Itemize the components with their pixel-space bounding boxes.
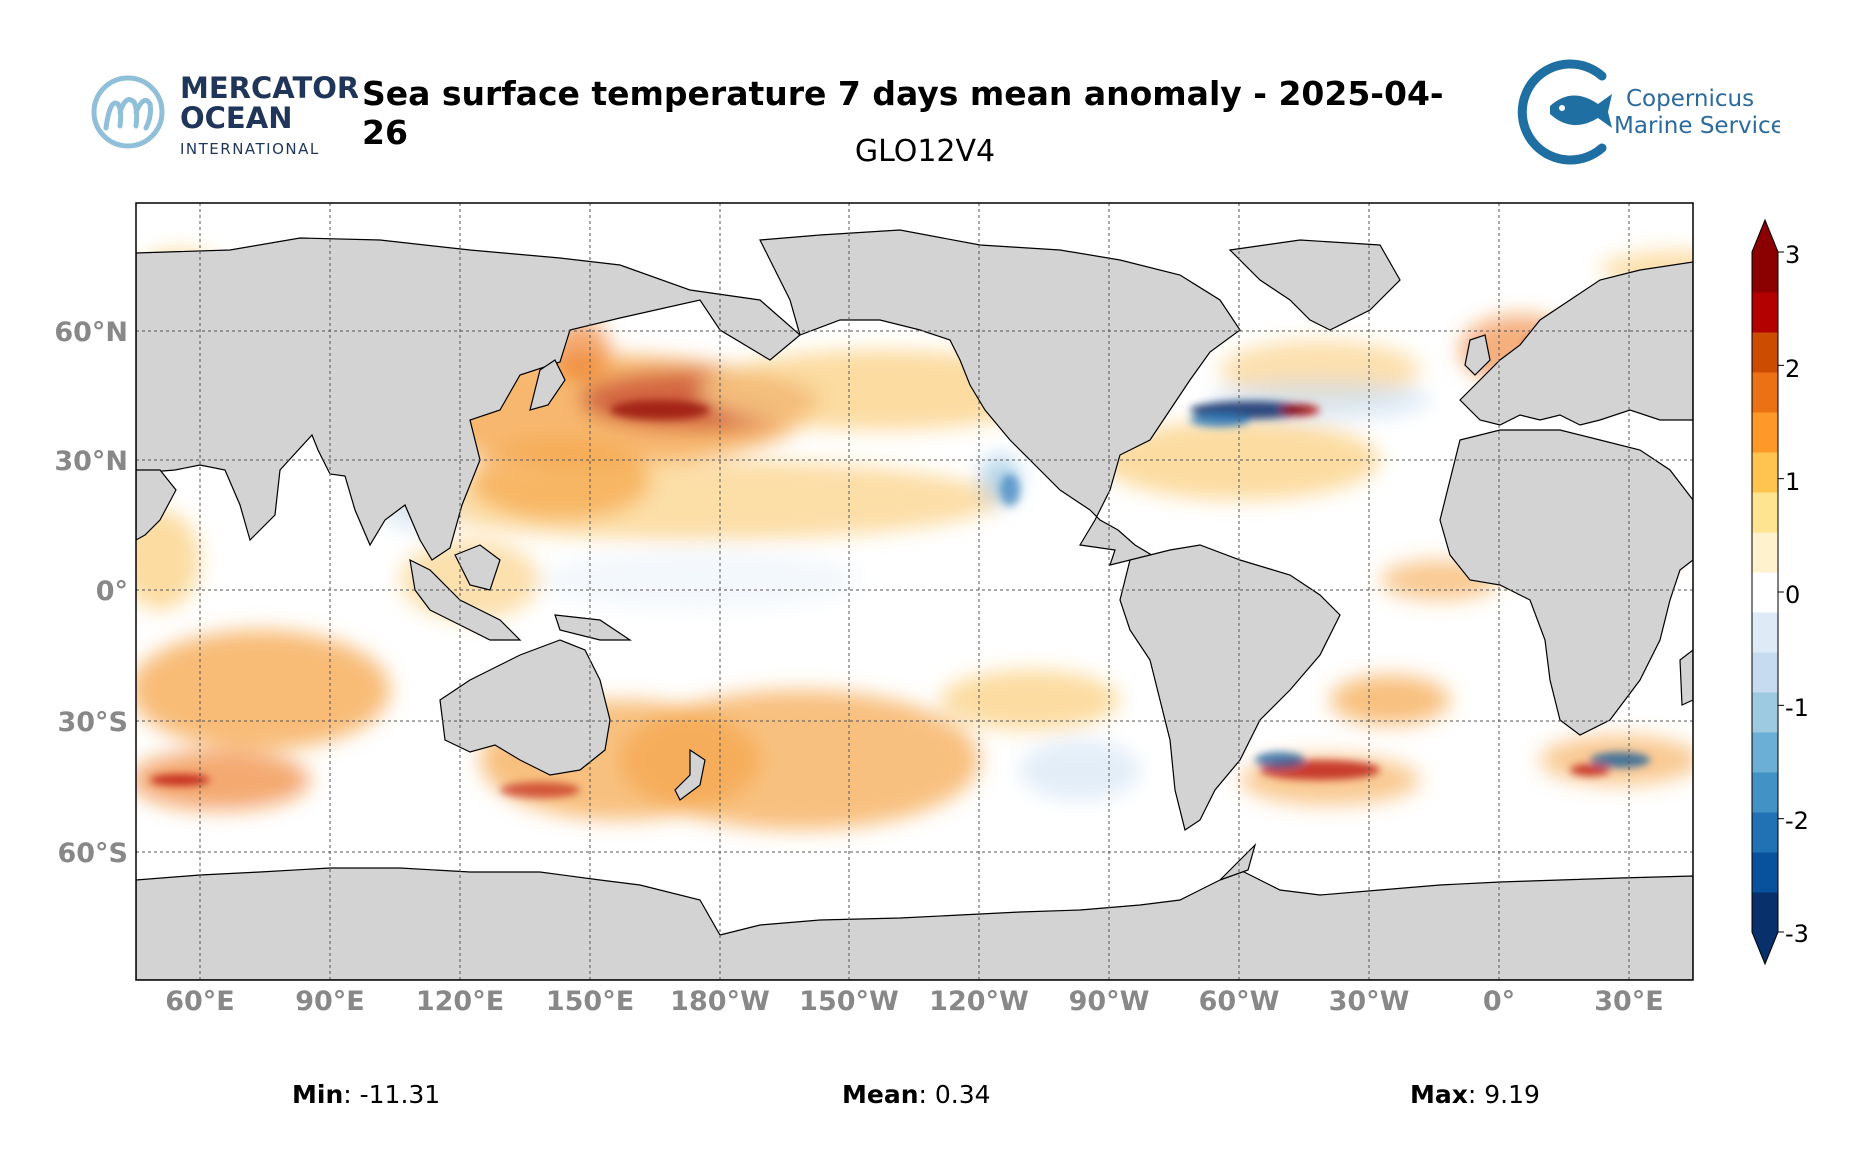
page-subtitle: GLO12V4: [854, 134, 996, 169]
lon-label: 180°W: [670, 986, 770, 1017]
land-south-america: [1119, 544, 1341, 831]
colorbar-tick-label: -2: [1785, 807, 1809, 835]
land-greenland: [1228, 239, 1401, 331]
land-borneo: [454, 544, 501, 591]
anomaly-strong-features: [150, 337, 1650, 798]
colorbar-tick-label: -1: [1785, 694, 1809, 722]
mercator-m-glyph: [103, 97, 153, 131]
copernicus-logo: Copernicus Marine Service: [1510, 56, 1785, 166]
colorbar-segment: [1752, 652, 1778, 693]
lon-label: 120°E: [416, 986, 504, 1017]
colorbar-tick-label: 0: [1785, 581, 1800, 609]
lon-label: 150°W: [799, 986, 899, 1017]
colorbar-segment: [1752, 412, 1778, 453]
land-asia: [136, 237, 801, 561]
colorbar-tick-label: 2: [1785, 355, 1800, 383]
logo-line-2: OCEAN: [180, 101, 292, 135]
max-value: : 9.19: [1467, 1080, 1540, 1109]
colorbar-segment: [1752, 372, 1778, 413]
colorbar-segment: [1752, 612, 1778, 653]
colorbar-segment: [1752, 492, 1778, 533]
land-europe: [1459, 261, 1693, 426]
colorbar-segment: [1752, 252, 1778, 293]
colorbar-segment: [1752, 892, 1778, 933]
colorbar-segment: [1752, 532, 1778, 573]
lat-label: 0°: [96, 576, 128, 607]
min-label: Min: [292, 1080, 344, 1109]
land-uk: [1464, 334, 1491, 376]
colorbar-tick-label: -3: [1785, 920, 1809, 948]
logo-line-1: MERCATOR: [180, 71, 358, 105]
land-arabia: [136, 469, 177, 541]
map-area: [136, 203, 1693, 980]
copernicus-line-1: Copernicus: [1626, 86, 1754, 112]
colorbar-segment: [1752, 332, 1778, 373]
colorbar-segment: [1752, 692, 1778, 733]
mean-stat: Mean: 0.34: [842, 1080, 991, 1109]
fish-icon: [1550, 94, 1612, 128]
colorbar-segment: [1752, 452, 1778, 493]
land-africa: [1439, 429, 1693, 736]
lat-label: 30°S: [57, 707, 128, 738]
colorbar-segment: [1752, 812, 1778, 853]
lat-label: 30°N: [54, 446, 128, 477]
lon-label: 90°E: [295, 986, 365, 1017]
colorbar-segment: [1752, 292, 1778, 333]
land-masses: [136, 229, 1693, 980]
lon-label: 90°W: [1069, 986, 1150, 1017]
graticule: [136, 203, 1693, 980]
colorbar-segment: [1752, 852, 1778, 893]
colorbar-segment: [1752, 572, 1778, 613]
copernicus-line-2: Marine Service: [1614, 113, 1780, 139]
max-label: Max: [1410, 1080, 1468, 1109]
land-antarctica: [136, 867, 1693, 980]
lon-label: 30°W: [1329, 986, 1410, 1017]
lon-label: 60°W: [1199, 986, 1280, 1017]
lat-label: 60°N: [54, 317, 128, 348]
land-japan: [529, 359, 566, 411]
land-madagascar: [1679, 649, 1693, 706]
colorbar-segment: [1752, 732, 1778, 773]
min-stat: Min: -11.31: [292, 1080, 440, 1109]
max-stat: Max: 9.19: [1410, 1080, 1540, 1109]
mercator-emblem-icon: [91, 75, 165, 149]
land-australia: [439, 639, 611, 776]
lon-label: 30°E: [1594, 986, 1664, 1017]
logo-line-3: INTERNATIONAL: [180, 140, 320, 158]
colorbar-segment: [1752, 772, 1778, 813]
min-value: : -11.31: [343, 1080, 441, 1109]
colorbar-max-extension: [1752, 220, 1778, 252]
map-frame: [135, 202, 1694, 981]
colorbar: [1751, 218, 1784, 966]
mean-value: : 0.34: [918, 1080, 991, 1109]
copernicus-arc-icon: [1517, 59, 1607, 165]
longitude-labels: 60°E 90°E 120°E 150°E 180°W 150°W 120°W …: [165, 986, 1664, 1017]
lon-label: 150°E: [546, 986, 634, 1017]
lon-label: 120°W: [929, 986, 1029, 1017]
colorbar-tick-labels: 3 2 1 0 -1 -2 -3: [1785, 241, 1809, 948]
mercator-ocean-logo: MERCATOR OCEAN INTERNATIONAL: [88, 64, 359, 164]
latitude-labels: 60°N 30°N 0° 30°S 60°S: [54, 317, 128, 869]
mean-label: Mean: [842, 1080, 919, 1109]
page-title: Sea surface temperature 7 days mean anom…: [362, 74, 1444, 152]
colorbar-tick-label: 1: [1785, 468, 1800, 496]
land-antarctic-peninsula: [1219, 842, 1257, 881]
land-new-guinea: [554, 614, 632, 641]
land-new-zealand: [674, 748, 706, 801]
colorbar-tick-label: 3: [1785, 241, 1800, 269]
lon-label: 0°: [1483, 986, 1515, 1017]
colorbar-min-extension: [1752, 932, 1778, 964]
lat-label: 60°S: [57, 838, 128, 869]
lon-label: 60°E: [165, 986, 235, 1017]
